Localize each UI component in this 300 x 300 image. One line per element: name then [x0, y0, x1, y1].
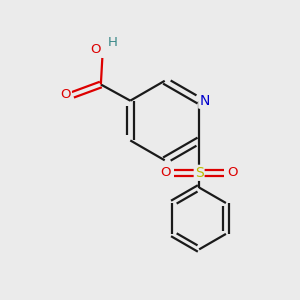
- Text: O: O: [160, 166, 171, 179]
- Text: O: O: [60, 88, 71, 101]
- Text: H: H: [108, 36, 118, 49]
- Text: O: O: [227, 166, 238, 179]
- Text: O: O: [91, 43, 101, 56]
- Text: N: N: [199, 94, 210, 108]
- Text: S: S: [195, 166, 203, 180]
